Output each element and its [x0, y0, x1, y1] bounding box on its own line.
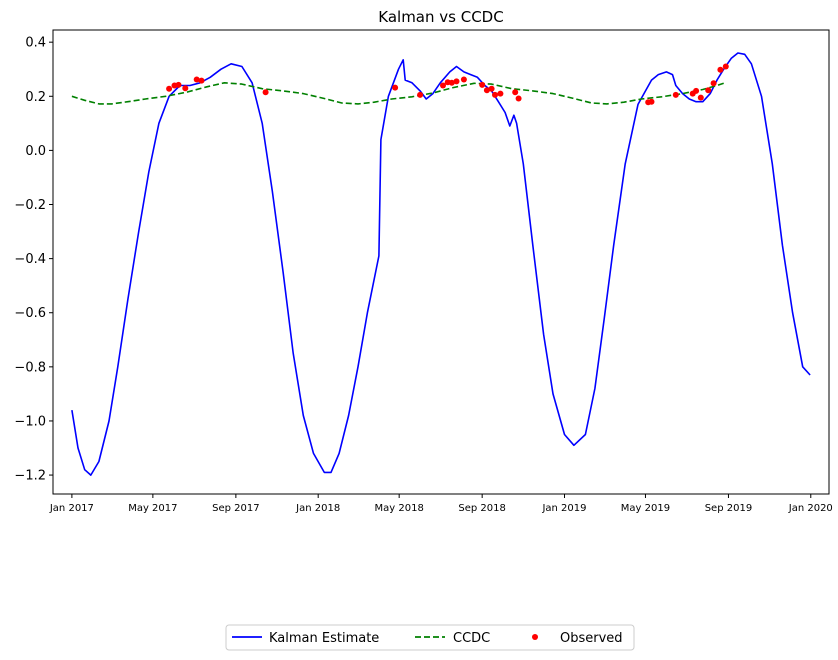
observed-point-17 [492, 91, 498, 98]
observed-point-18 [497, 90, 504, 97]
legend-label-kalman: Kalman Estimate [269, 631, 379, 646]
legend: Kalman Estimate CCDC Observed [225, 624, 635, 651]
observed-point-28 [710, 80, 717, 87]
x-tick-label-6: Jan 2019 [541, 503, 586, 514]
observed-point-4 [193, 76, 200, 83]
x-tick-label-2: Sep 2017 [212, 503, 259, 514]
observed-point-2 [175, 81, 182, 88]
observed-point-22 [648, 98, 655, 105]
y-tick-label-8: 0.4 [25, 36, 46, 51]
y-tick-label-1: −1.0 [14, 414, 46, 429]
legend-label-ccdc: CCDC [453, 631, 490, 646]
x-tick-label-0: Jan 2017 [49, 503, 94, 514]
x-tick-label-4: May 2018 [375, 503, 424, 514]
observed-point-26 [697, 94, 704, 101]
observed-point-5 [198, 77, 205, 84]
observed-point-20 [515, 95, 522, 102]
x-tick-label-1: May 2017 [128, 503, 177, 514]
observed-point-23 [672, 91, 679, 98]
observed-point-27 [705, 87, 712, 94]
legend-swatch-observed [532, 634, 538, 640]
observed-point-9 [440, 82, 446, 89]
observed-point-14 [479, 81, 486, 88]
y-tick-label-0: −1.2 [14, 469, 46, 484]
x-tick-label-7: May 2019 [621, 503, 670, 514]
plot-frame [52, 29, 830, 495]
x-tick-label-3: Jan 2018 [295, 503, 340, 514]
y-tick-label-7: 0.2 [25, 90, 46, 105]
observed-point-8 [417, 91, 424, 98]
plot-area [71, 52, 811, 476]
observed-point-11 [448, 79, 455, 86]
y-axis: −1.2 −1.0 −0.8 −0.6 −0.4 −0.2 0.0 0.2 0.4 [14, 36, 53, 484]
observed-point-3 [182, 85, 189, 92]
y-tick-label-3: −0.6 [14, 306, 46, 321]
ccdc-line [71, 82, 724, 105]
observed-point-25 [693, 87, 700, 94]
x-tick-label-5: Sep 2018 [458, 503, 505, 514]
chart-title: Kalman vs CCDC [378, 8, 503, 26]
observed-point-19 [512, 89, 519, 96]
y-tick-label-6: 0.0 [25, 144, 46, 159]
y-tick-label-2: −0.8 [14, 360, 46, 375]
observed-point-30 [722, 63, 729, 70]
x-tick-label-9: Jan 2020 [788, 503, 833, 514]
observed-point-12 [453, 78, 460, 85]
observed-point-6 [262, 89, 269, 96]
y-tick-label-5: −0.2 [14, 198, 46, 213]
x-axis: Jan 2017 May 2017 Sep 2017 Jan 2018 May 2018… [49, 494, 833, 514]
observed-point-0 [166, 85, 173, 92]
kalman-estimate-line [71, 52, 811, 476]
observed-point-15 [483, 87, 490, 94]
observed-point-16 [488, 85, 495, 92]
observed-point-29 [717, 66, 724, 73]
y-tick-label-4: −0.4 [14, 252, 46, 267]
legend-label-observed: Observed [560, 631, 623, 646]
observed-point-7 [392, 84, 399, 91]
observed-point-13 [460, 76, 467, 83]
x-tick-label-8: Sep 2019 [705, 503, 752, 514]
